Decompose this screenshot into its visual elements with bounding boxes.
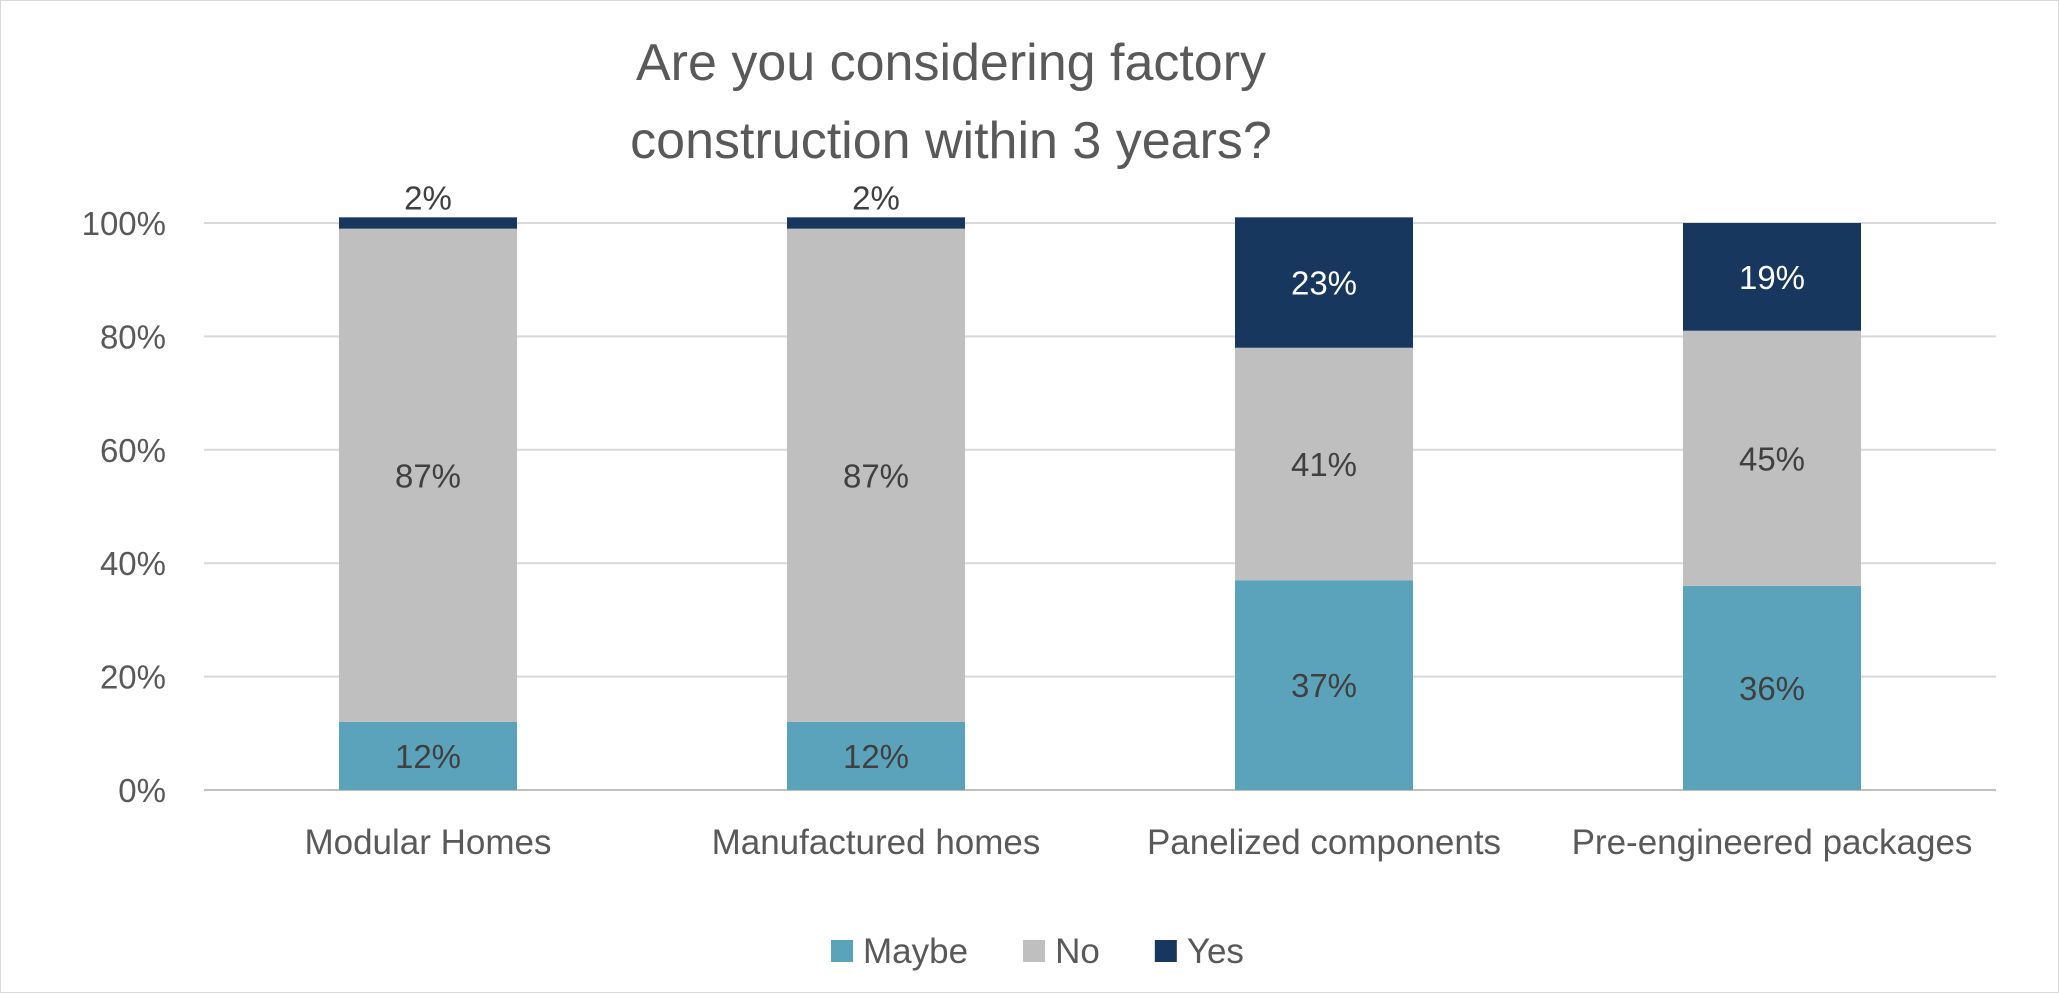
bar-segment-yes <box>1235 217 1413 348</box>
bar-segment-no <box>339 228 517 722</box>
legend-label-maybe: Maybe <box>863 932 968 971</box>
y-tick-label: 20% <box>100 659 166 696</box>
bar-segment-yes <box>339 217 517 229</box>
data-label: 19% <box>1739 259 1805 296</box>
data-label: 2% <box>852 179 900 216</box>
y-tick-label: 60% <box>100 432 166 469</box>
x-category-label: Panelized components <box>1147 823 1501 862</box>
x-category-label: Manufactured homes <box>712 823 1041 862</box>
x-category-label: Pre-engineered packages <box>1572 823 1973 862</box>
x-category-label: Modular Homes <box>304 823 551 862</box>
legend-label-no: No <box>1055 932 1100 971</box>
y-tick-label: 100% <box>82 205 166 242</box>
data-label: 37% <box>1291 667 1357 704</box>
bar-segment-no <box>1235 347 1413 581</box>
y-tick-label: 40% <box>100 545 166 582</box>
legend-swatch-no <box>1023 940 1046 962</box>
bar-segment-no <box>787 228 965 722</box>
data-label: 12% <box>395 738 461 775</box>
bar-segment-maybe <box>1683 585 1861 790</box>
bar-segment-yes <box>1683 223 1861 331</box>
data-label: 41% <box>1291 446 1357 483</box>
chart-title-line-2: construction within 3 years? <box>630 112 1272 170</box>
data-label: 45% <box>1739 440 1805 477</box>
data-label: 36% <box>1739 670 1805 707</box>
bar-segment-maybe <box>787 721 965 790</box>
bar-segment-yes <box>787 217 965 229</box>
x-axis-categories: Modular Homes Manufactured homes Panelized… <box>304 823 1972 862</box>
legend-label-yes: Yes <box>1187 932 1244 971</box>
y-tick-label: 80% <box>100 318 166 355</box>
data-label: 12% <box>843 738 909 775</box>
data-label: 87% <box>843 457 909 494</box>
data-label: 87% <box>395 457 461 494</box>
y-tick-label: 0% <box>118 772 166 809</box>
bars: 12% 87% 2% 12% 87% 2% 37% 41% 23% 36% 45% 19% <box>339 179 1861 790</box>
bar-segment-maybe <box>339 721 517 790</box>
chart-title-line-1: Are you considering factory <box>636 34 1266 92</box>
bar-segment-maybe <box>1235 580 1413 790</box>
y-axis-ticks: 0% 20% 40% 60% 80% 100% <box>82 205 166 809</box>
legend: Maybe No Yes <box>831 932 1244 971</box>
data-label: 23% <box>1291 265 1357 302</box>
legend-swatch-yes <box>1154 940 1177 962</box>
data-label: 2% <box>404 179 452 216</box>
legend-swatch-maybe <box>831 940 853 962</box>
bar-segment-no <box>1683 330 1861 586</box>
